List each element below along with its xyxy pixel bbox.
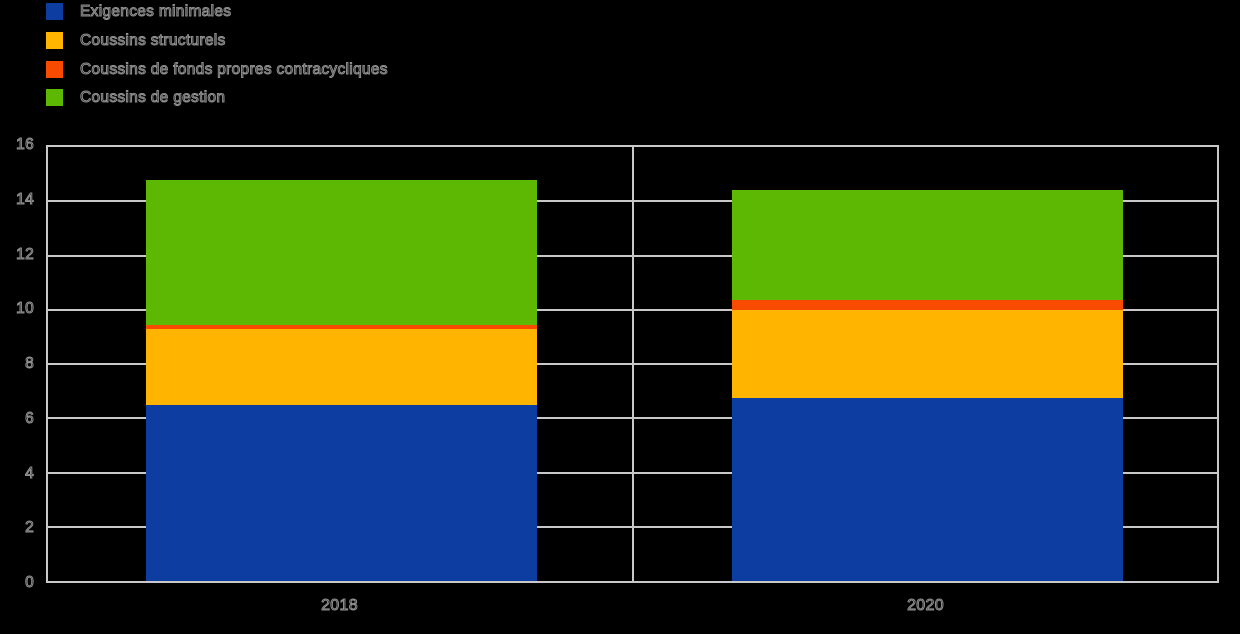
y-tick-label-0: 0 [25, 574, 35, 592]
stacked-bar-2018 [146, 147, 537, 581]
y-tick-label-16: 16 [16, 136, 35, 154]
y-tick-label-4: 4 [25, 464, 35, 482]
bar-segment-2020-series-1 [732, 309, 1123, 398]
y-tick-label-6: 6 [25, 409, 35, 427]
y-tick-label-14: 14 [16, 190, 35, 208]
legend-swatch-icon [46, 3, 63, 20]
plot-area [46, 145, 1219, 583]
legend-item-2: Coussins de fonds propres contracyclique… [46, 60, 389, 78]
bar-segment-2020-series-3 [732, 190, 1123, 301]
x-tick-label-2018: 2018 [321, 597, 358, 615]
chart-legend: Exigences minimales Coussins structurels C… [46, 3, 388, 118]
legend-swatch-icon [46, 31, 63, 49]
y-tick-label-12: 12 [16, 245, 35, 263]
bar-segment-2018-series-0 [146, 404, 537, 581]
legend-swatch-icon [46, 89, 63, 107]
legend-label: Coussins de gestion [79, 89, 226, 107]
y-tick-label-2: 2 [25, 519, 35, 537]
x-tick-label-2020: 2020 [907, 597, 944, 615]
y-tick-label-8: 8 [25, 355, 35, 373]
y-tick-label-10: 10 [16, 300, 35, 318]
category-separator-line [631, 147, 634, 581]
legend-item-1: Coussins structurels [46, 31, 388, 49]
bar-segment-2018-series-1 [146, 328, 537, 405]
legend-item-0: Exigences minimales [46, 3, 388, 21]
bar-segment-2020-series-2 [732, 300, 1123, 310]
legend-swatch-icon [46, 60, 63, 78]
legend-label: Coussins structurels [80, 31, 226, 49]
legend-item-3: Coussins de gestion [46, 89, 388, 107]
stacked-bar-2020 [732, 147, 1123, 581]
bar-segment-2020-series-0 [732, 397, 1123, 581]
legend-label: Exigences minimales [79, 3, 232, 21]
bar-segment-2018-series-2 [146, 324, 537, 329]
legend-label: Coussins de fonds propres contracyclique… [80, 60, 389, 78]
bar-segment-2018-series-3 [146, 179, 537, 325]
